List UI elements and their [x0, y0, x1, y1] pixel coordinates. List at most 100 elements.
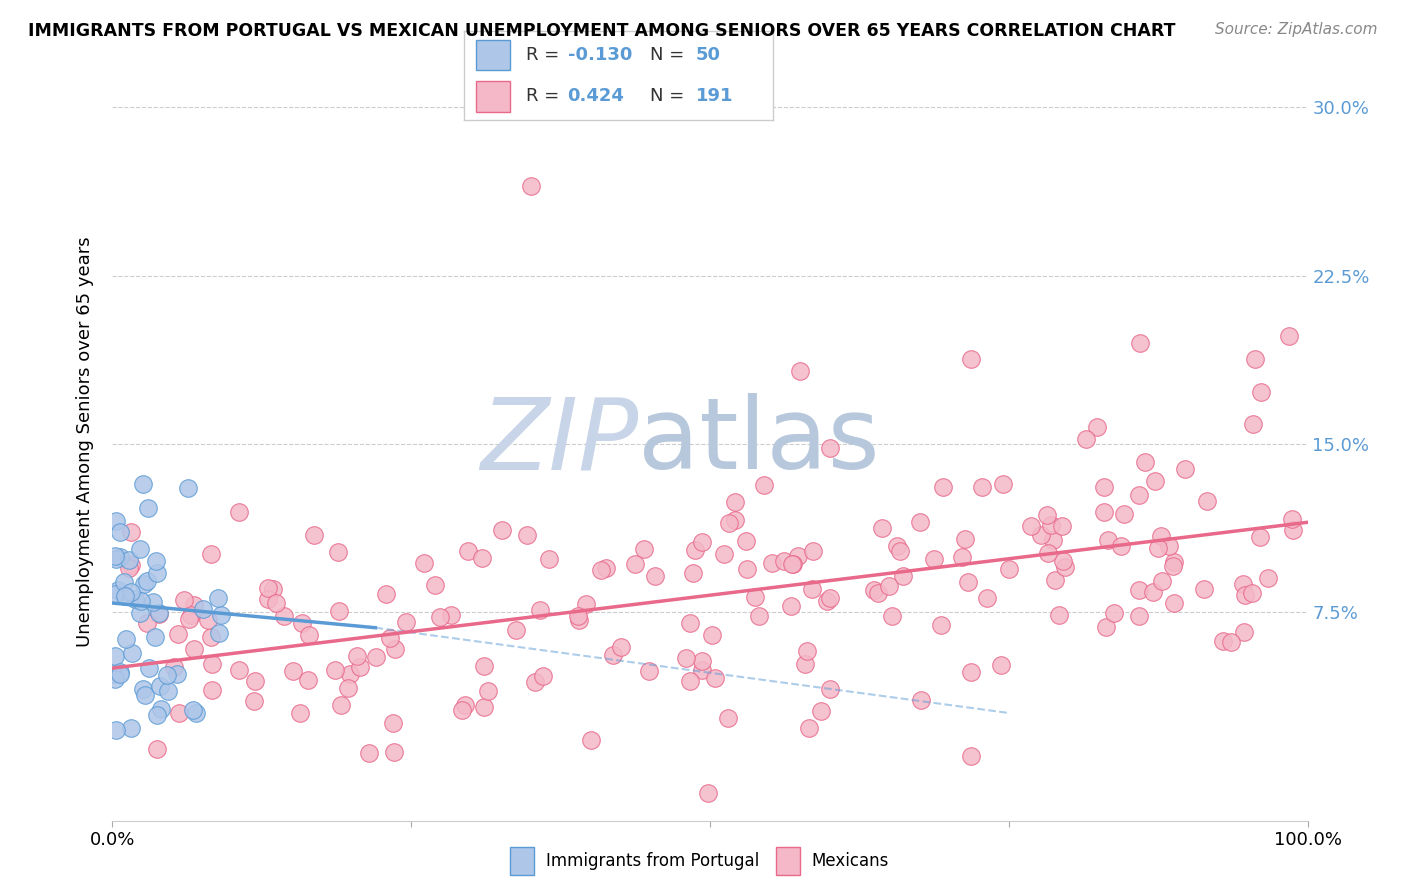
Point [724, 495, 747, 509]
Point [228, 663, 250, 677]
Point [339, 666, 361, 681]
Point [609, 640, 631, 654]
Point [346, 649, 368, 664]
Y-axis label: Unemployment Among Seniors over 65 years: Unemployment Among Seniors over 65 years [76, 236, 94, 647]
Point [1109, 539, 1132, 553]
Point [450, 703, 472, 717]
Point [970, 480, 993, 494]
Point [810, 704, 832, 718]
Point [1092, 505, 1115, 519]
Point [136, 500, 159, 515]
Point [200, 630, 222, 644]
Point [716, 711, 738, 725]
Point [177, 481, 200, 495]
Point [690, 654, 713, 668]
Point [520, 178, 543, 193]
Point [429, 610, 451, 624]
Point [1163, 596, 1185, 610]
Point [104, 552, 127, 566]
Point [772, 554, 794, 568]
Point [929, 618, 952, 632]
Point [568, 614, 591, 628]
Point [413, 556, 436, 570]
Point [675, 651, 697, 665]
Point [922, 552, 945, 566]
Point [644, 569, 666, 583]
Point [167, 626, 190, 640]
Point [323, 664, 346, 678]
Point [1232, 577, 1254, 591]
Point [1157, 539, 1180, 553]
Point [148, 606, 170, 620]
Text: R =: R = [526, 46, 565, 64]
Point [186, 706, 208, 721]
Point [1128, 608, 1150, 623]
Point [1038, 546, 1060, 560]
Point [713, 548, 735, 562]
Point [112, 588, 135, 602]
Point [349, 660, 371, 674]
Point [908, 515, 931, 529]
Point [124, 591, 146, 606]
Bar [510, 847, 534, 875]
Point [700, 628, 723, 642]
Point [1150, 529, 1173, 543]
Point [132, 577, 155, 591]
Point [537, 552, 560, 566]
Text: Immigrants from Portugal: Immigrants from Portugal [546, 852, 759, 870]
Point [1039, 517, 1062, 532]
Point [744, 591, 766, 605]
Point [146, 707, 169, 722]
Point [132, 477, 155, 491]
Point [589, 564, 612, 578]
Point [257, 591, 280, 606]
Point [290, 706, 312, 720]
Point [380, 631, 402, 645]
Text: Source: ZipAtlas.com: Source: ZipAtlas.com [1215, 22, 1378, 37]
Point [304, 528, 326, 542]
Text: IMMIGRANTS FROM PORTUGAL VS MEXICAN UNEMPLOYMENT AMONG SENIORS OVER 65 YEARS COR: IMMIGRANTS FROM PORTUGAL VS MEXICAN UNEM… [28, 22, 1175, 40]
Text: N =: N = [650, 87, 689, 105]
Point [423, 578, 446, 592]
Point [998, 562, 1021, 576]
Point [197, 613, 219, 627]
Point [682, 566, 704, 580]
Point [1128, 583, 1150, 598]
Text: R =: R = [526, 87, 565, 105]
Point [879, 579, 901, 593]
Point [1092, 480, 1115, 494]
Point [110, 667, 132, 681]
Point [120, 585, 142, 599]
Point [818, 681, 841, 696]
Point [1143, 474, 1166, 488]
Point [297, 673, 319, 687]
Point [156, 668, 179, 682]
Point [201, 657, 224, 671]
Point [243, 694, 266, 708]
Text: atlas: atlas [638, 393, 880, 490]
Point [748, 608, 770, 623]
Point [690, 663, 713, 677]
Point [1128, 488, 1150, 502]
Bar [477, 40, 510, 70]
Point [228, 505, 250, 519]
Text: -0.130: -0.130 [568, 46, 631, 64]
Point [685, 543, 707, 558]
Point [103, 587, 125, 601]
Point [291, 615, 314, 630]
Point [950, 550, 973, 565]
Point [1142, 585, 1164, 599]
Point [1029, 527, 1052, 541]
Text: 0.424: 0.424 [568, 87, 624, 105]
Point [891, 569, 914, 583]
Point [959, 665, 981, 679]
Point [103, 672, 125, 686]
Point [1282, 523, 1305, 537]
Point [169, 706, 191, 721]
Point [1232, 625, 1254, 640]
Point [529, 602, 551, 616]
Point [135, 574, 157, 589]
Point [120, 525, 142, 540]
Point [1281, 511, 1303, 525]
Point [796, 644, 818, 658]
